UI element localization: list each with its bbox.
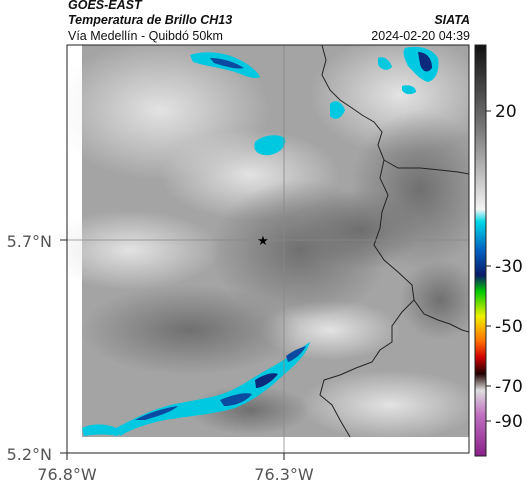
colorbar-tick-20: 20 [495,102,517,122]
colorbar-tick-neg30: -30 [495,257,523,277]
datetime-label: 2024-02-20 04:39 [371,29,470,43]
colorbar-tick-neg70: -70 [495,377,523,397]
lon-label-76.3: 76.3°W [254,465,314,484]
colorbar-tick-neg50: -50 [495,317,523,337]
lat-label-5.7: 5.7°N [7,232,52,251]
product-title: Temperatura de Brillo CH13 [68,13,233,27]
colorbar: 20 -30 -50 -70 -90 [474,44,523,457]
star-icon: ★ [257,234,269,249]
satellite-title: GOES-EAST [68,0,142,12]
org-label: SIATA [434,13,470,27]
lon-label-76.8: 76.8°W [37,465,97,484]
lat-label-5.2: 5.2°N [7,445,52,464]
colorbar-tick-neg90: -90 [495,412,523,432]
route-subtitle: Vía Medellín - Quibdó 50km [68,29,223,43]
